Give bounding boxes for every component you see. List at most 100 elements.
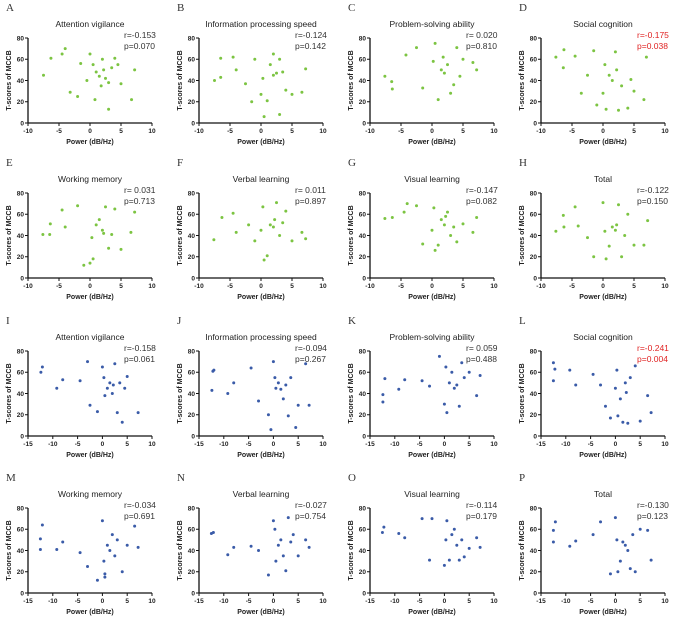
data-point [591, 533, 595, 537]
data-point [211, 530, 215, 534]
data-point [104, 205, 107, 209]
p-value: p=0.754 [295, 511, 326, 521]
data-point [554, 55, 558, 59]
x-axis-label: Power (dB/Hz) [579, 139, 626, 146]
p-value: p=0.179 [466, 511, 497, 521]
data-point [455, 383, 459, 387]
r-value: r= 0.011 [295, 185, 326, 195]
data-point [133, 68, 137, 72]
x-tick-label: 5 [632, 128, 636, 135]
data-point [439, 68, 443, 72]
data-point [278, 234, 282, 237]
data-point [259, 92, 263, 96]
data-point [646, 394, 650, 398]
y-tick-label: 20 [188, 99, 196, 106]
data-point [390, 87, 394, 91]
r-value: r=-0.130 [637, 500, 669, 510]
data-point [38, 537, 42, 541]
chart-title: Working memory [58, 489, 123, 499]
data-point [212, 238, 216, 242]
panel-letter: H [519, 157, 527, 169]
data-point [278, 113, 282, 116]
data-point [271, 73, 275, 77]
data-point [642, 243, 646, 247]
panel-m: M Working memory r=-0.034 p=0.691 0 20 40 60 80 -… [0, 470, 171, 620]
data-point [633, 570, 637, 574]
data-point [649, 558, 653, 562]
y-axis-label: T-scores of MCCB [348, 50, 355, 110]
data-point [644, 55, 648, 59]
data-point [475, 536, 479, 540]
data-point [615, 538, 619, 542]
x-tick-label: 0 [101, 441, 105, 448]
data-point [603, 229, 607, 233]
data-point [433, 248, 437, 252]
data-point [125, 375, 129, 378]
y-tick-label: 20 [530, 569, 538, 576]
data-point [442, 402, 446, 406]
data-point [48, 232, 52, 236]
data-point [63, 225, 67, 229]
data-point [257, 399, 261, 403]
y-tick-label: 40 [17, 548, 25, 555]
data-point [111, 383, 115, 387]
y-tick-label: 0 [362, 275, 366, 282]
data-point [265, 99, 269, 103]
data-point [125, 543, 129, 547]
data-point [462, 376, 466, 380]
scatter-plot: Information processing speedr=-0.094p=0.… [177, 332, 327, 459]
data-point [119, 247, 123, 251]
x-tick-label: -10 [561, 441, 571, 448]
r-value: r=-0.034 [124, 500, 156, 510]
x-tick-label: -10 [23, 128, 33, 135]
data-point [460, 538, 464, 542]
data-point [290, 239, 294, 243]
panel-a: A Attention vigilance r=-0.153 p=0.070 0 20 40… [0, 0, 171, 150]
data-point [617, 203, 620, 207]
y-tick-label: 80 [530, 505, 538, 512]
data-point [551, 540, 555, 544]
data-point [268, 63, 272, 67]
x-tick-label: 5 [290, 128, 294, 135]
data-point [108, 549, 112, 552]
y-axis-label: T-scores of MCCB [519, 50, 526, 110]
data-point [610, 225, 614, 229]
y-tick-label: 40 [359, 78, 367, 85]
data-point [88, 403, 92, 407]
data-point [455, 240, 459, 244]
data-point [213, 79, 216, 82]
data-point [271, 360, 275, 364]
data-point [76, 204, 80, 208]
x-tick-label: 10 [319, 441, 327, 448]
y-tick-label: 40 [530, 233, 538, 240]
chart-title: Problem-solving ability [389, 19, 475, 29]
panel-k: K Problem-solving ability r= 0.059 p=0.488 0… [342, 313, 513, 463]
data-point [136, 411, 140, 415]
p-value: p=0.004 [637, 354, 668, 364]
data-point [397, 387, 401, 391]
data-point [289, 540, 293, 544]
data-point [40, 365, 44, 369]
data-point [296, 554, 300, 558]
y-tick-label: 0 [191, 275, 195, 282]
data-point [284, 209, 288, 213]
chart-title: Total [594, 174, 612, 184]
data-point [93, 98, 97, 102]
data-point [281, 70, 285, 74]
data-point [113, 554, 117, 558]
data-point [561, 213, 565, 217]
x-tick-label: -15 [23, 598, 33, 605]
data-point [415, 204, 418, 208]
data-point [304, 237, 308, 241]
data-point [115, 411, 119, 415]
y-tick-label: 20 [359, 99, 367, 106]
data-point [624, 390, 628, 394]
data-point [620, 255, 624, 259]
y-tick-label: 60 [359, 212, 367, 219]
data-point [276, 381, 280, 385]
data-point [444, 214, 448, 218]
y-tick-label: 40 [530, 78, 538, 85]
y-tick-label: 60 [17, 527, 25, 534]
data-point [304, 67, 308, 71]
